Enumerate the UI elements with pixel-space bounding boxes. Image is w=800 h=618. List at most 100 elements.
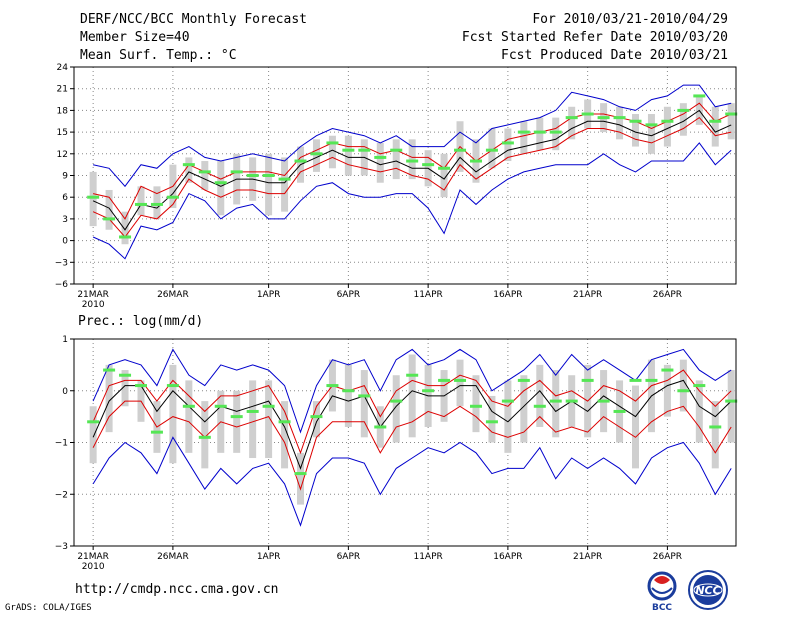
temp-spread-box xyxy=(137,186,145,216)
temp-observed-marker xyxy=(581,112,594,116)
prec-observed-marker xyxy=(406,373,419,377)
prec-observed-marker xyxy=(469,404,482,408)
prec-xtick-label: 26MAR xyxy=(157,552,189,562)
prec-spread-box xyxy=(344,364,352,427)
temp-observed-marker xyxy=(693,94,706,98)
temp-observed-marker xyxy=(549,130,562,134)
temp-observed-marker xyxy=(469,159,482,163)
temp-ytick-label: 9 xyxy=(62,172,68,182)
temp-xtick-label: 26MAR xyxy=(157,290,189,300)
prec-spread-box xyxy=(632,385,640,469)
bcc-logo: BCC xyxy=(647,571,677,612)
temp-spread-box xyxy=(440,153,448,198)
temp-observed-marker xyxy=(517,130,530,134)
prec-lower-envelope-line xyxy=(92,436,732,527)
prec-xtick-label: 21APR xyxy=(573,552,602,562)
temp-ytick-label: 12 xyxy=(57,150,68,160)
prec-observed-marker xyxy=(214,404,227,408)
prec-observed-marker xyxy=(454,378,467,382)
prec-spread-box xyxy=(472,375,480,433)
temp-ytick-label: 15 xyxy=(57,128,68,138)
prec-observed-marker xyxy=(326,384,339,388)
prec-chart-title: Prec.: log(mm/d) xyxy=(78,314,203,329)
temp-observed-marker xyxy=(677,108,690,112)
temp-observed-marker xyxy=(230,170,243,174)
source-url[interactable]: http://cmdp.ncc.cma.gov.cn xyxy=(75,582,279,597)
temp-spread-box xyxy=(121,211,129,245)
ncc-logo: NCC xyxy=(688,570,728,610)
chart-title-line1: DERF/NCC/BCC Monthly Forecast xyxy=(80,12,307,27)
prec-xtick-label: 16APR xyxy=(493,552,522,562)
temp-xtick-label: 21APR xyxy=(573,290,602,300)
temp-observed-marker xyxy=(629,119,642,123)
temp-observed-marker xyxy=(134,202,147,206)
prec-observed-marker xyxy=(549,399,562,403)
prec-observed-marker xyxy=(134,384,147,388)
prec-inner-lower-line xyxy=(92,400,732,491)
temp-spread-box xyxy=(105,189,113,230)
temp-ytick-label: 0 xyxy=(62,237,68,247)
prec-ytick-label: −3 xyxy=(55,542,68,552)
prec-spread-box xyxy=(265,380,273,459)
temp-observed-marker xyxy=(661,119,674,123)
temp-xtick-label: 11APR xyxy=(413,290,442,300)
prec-observed-marker xyxy=(501,399,514,403)
prec-observed-marker xyxy=(645,378,658,382)
temp-observed-marker xyxy=(182,163,195,167)
forecast-produced-date: Fcst Produced Date 2010/03/21 xyxy=(501,48,728,63)
temp-spread-box xyxy=(265,153,273,216)
prec-observed-marker xyxy=(150,430,163,434)
temp-spread-box xyxy=(632,114,640,147)
prec-observed-marker xyxy=(565,399,578,403)
temp-ytick-label: 3 xyxy=(62,215,68,225)
precipitation-chart: −3 −2 −1 0 1 21MAR 26MAR 1APR 6APR 11APR 16APR 21AP… xyxy=(55,314,738,572)
temp-spread-box xyxy=(89,171,97,227)
temp-observed-marker xyxy=(294,159,307,163)
prec-observed-marker xyxy=(517,378,530,382)
prec-spread-box xyxy=(249,380,257,459)
temp-observed-marker xyxy=(374,155,387,159)
prec-spread-box xyxy=(360,370,368,438)
prec-observed-marker xyxy=(230,415,243,419)
temp-spread-box xyxy=(552,117,560,151)
temp-spread-box xyxy=(201,161,209,190)
temp-observed-marker xyxy=(501,141,514,145)
temp-observed-marker xyxy=(262,174,275,177)
prec-observed-marker xyxy=(422,389,435,393)
temp-spread-box xyxy=(153,186,161,219)
temp-spread-box xyxy=(376,142,384,183)
temp-observed-marker xyxy=(597,116,610,120)
prec-spread-box xyxy=(695,380,703,443)
prec-spread-box xyxy=(233,390,241,453)
temp-spread-box xyxy=(408,139,416,180)
temp-observed-marker xyxy=(533,130,546,134)
grads-credit: GrADS: COLA/IGES xyxy=(5,603,92,613)
prec-spread-box xyxy=(552,370,560,438)
temp-spread-box xyxy=(328,135,336,169)
temp-spread-box xyxy=(520,121,528,154)
temp-observed-marker xyxy=(390,148,403,152)
prec-ytick-label: 0 xyxy=(62,387,68,397)
temp-observed-marker xyxy=(565,116,578,120)
prec-observed-marker xyxy=(342,389,355,393)
temp-observed-marker xyxy=(198,170,211,174)
prec-spread-box xyxy=(105,364,113,433)
temp-ytick-label: 6 xyxy=(62,193,68,203)
prec-observed-marker xyxy=(725,399,738,403)
temp-spread-box xyxy=(312,139,320,172)
prec-spread-box xyxy=(520,375,528,443)
temp-observed-marker xyxy=(214,181,227,185)
temp-observed-marker xyxy=(87,195,100,199)
prec-observed-marker xyxy=(629,378,642,382)
prec-spread-box xyxy=(89,406,97,464)
temp-observed-marker xyxy=(422,163,435,167)
temp-observed-marker xyxy=(613,116,626,120)
temp-spread-box xyxy=(344,135,352,176)
temp-spread-box xyxy=(568,106,576,140)
prec-ensemble-mean-line xyxy=(92,379,732,470)
prec-ytick-label: 1 xyxy=(62,335,68,345)
prec-spread-box xyxy=(727,370,735,443)
prec-spread-box xyxy=(297,452,305,505)
prec-spread-box xyxy=(679,359,687,412)
prec-observed-marker xyxy=(103,368,116,372)
